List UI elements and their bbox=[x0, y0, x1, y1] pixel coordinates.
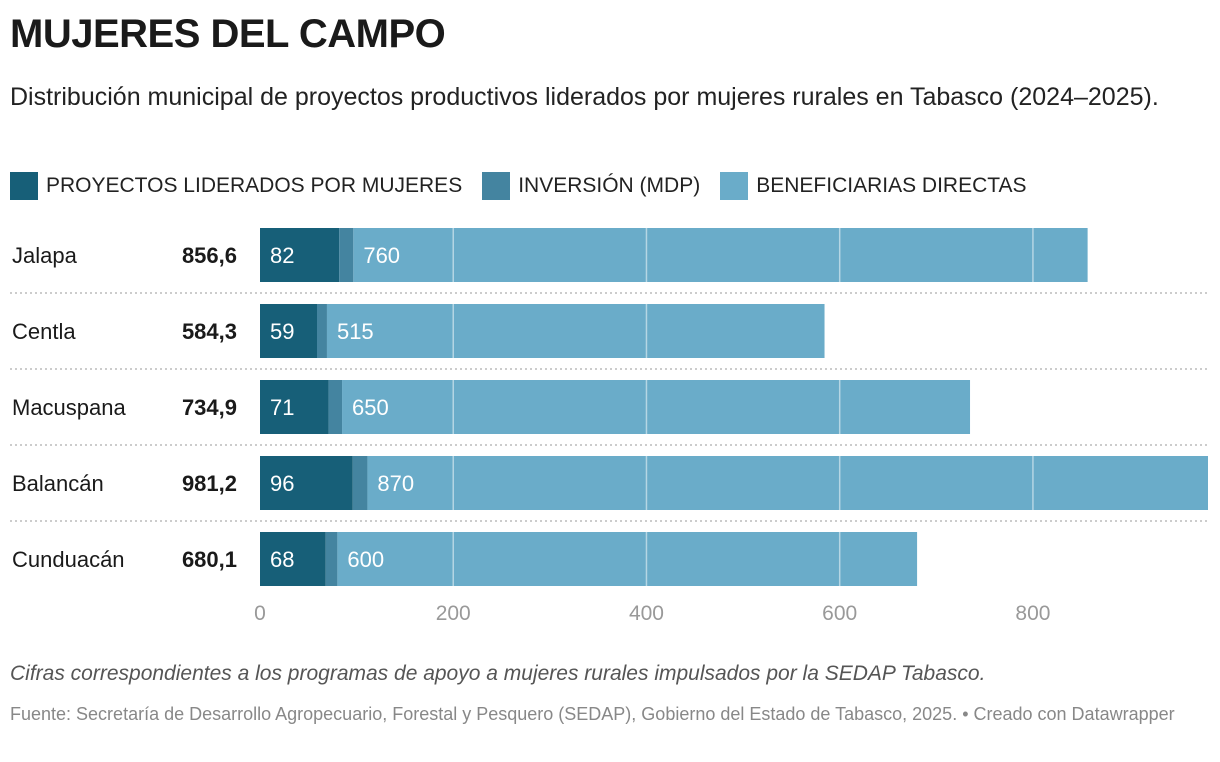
legend-item-beneficiarias: BENEFICIARIAS DIRECTAS bbox=[720, 172, 1027, 200]
category-label: Balancán bbox=[12, 471, 104, 496]
legend-label: PROYECTOS LIDERADOS POR MUJERES bbox=[46, 174, 463, 197]
bar-segment bbox=[326, 304, 825, 358]
data-label: 68 bbox=[270, 547, 294, 572]
bar-segment bbox=[328, 380, 343, 434]
bar-plot: Jalapa 856,6 82 760 Centla 584,3 59 515 Macuspan… bbox=[10, 228, 1210, 625]
bar-segment bbox=[260, 380, 329, 434]
bar-segment bbox=[353, 228, 1088, 282]
bar-segment bbox=[260, 228, 340, 282]
legend-swatch bbox=[482, 172, 511, 200]
data-label: 71 bbox=[270, 395, 294, 420]
chart-title: MUJERES DEL CAMPO bbox=[10, 12, 446, 56]
chart-source: Fuente: Secretaría de Desarrollo Agropec… bbox=[10, 704, 1175, 724]
legend-item-proyectos: PROYECTOS LIDERADOS POR MUJERES bbox=[10, 172, 462, 200]
legend-label: BENEFICIARIAS DIRECTAS bbox=[756, 174, 1027, 197]
x-tick-label: 600 bbox=[822, 602, 857, 625]
data-label: 600 bbox=[347, 547, 384, 572]
legend-swatch bbox=[10, 172, 38, 200]
data-label: 96 bbox=[270, 471, 294, 496]
x-tick-label: 200 bbox=[436, 602, 471, 625]
x-tick-label: 0 bbox=[254, 602, 266, 625]
data-label: 515 bbox=[337, 319, 374, 344]
total-label: 680,1 bbox=[182, 547, 237, 572]
total-label: 981,2 bbox=[182, 471, 237, 496]
category-label: Jalapa bbox=[12, 243, 78, 268]
chart-subtitle: Distribución municipal de proyectos prod… bbox=[10, 83, 1159, 111]
data-label: 650 bbox=[352, 395, 389, 420]
category-label: Macuspana bbox=[12, 395, 127, 420]
bar-segment bbox=[339, 228, 354, 282]
bar-segment bbox=[260, 456, 353, 510]
legend-swatch bbox=[720, 172, 749, 200]
data-label: 59 bbox=[270, 319, 294, 344]
legend-label: INVERSIÓN (MDP) bbox=[518, 174, 701, 197]
data-label: 870 bbox=[377, 471, 414, 496]
data-label: 760 bbox=[363, 243, 400, 268]
category-label: Centla bbox=[12, 319, 76, 344]
total-label: 584,3 bbox=[182, 319, 237, 344]
data-label: 82 bbox=[270, 243, 294, 268]
legend: PROYECTOS LIDERADOS POR MUJERES INVERSIÓ… bbox=[10, 172, 1027, 200]
bar-segment bbox=[317, 304, 327, 358]
x-tick-label: 800 bbox=[1015, 602, 1050, 625]
bar-segment bbox=[342, 380, 971, 434]
bar-segment bbox=[367, 456, 1209, 510]
bar-segment bbox=[325, 532, 338, 586]
category-label: Cunduacán bbox=[12, 547, 125, 572]
legend-item-inversion: INVERSIÓN (MDP) bbox=[482, 172, 700, 200]
total-label: 734,9 bbox=[182, 395, 237, 420]
x-tick-label: 400 bbox=[629, 602, 664, 625]
total-label: 856,6 bbox=[182, 243, 237, 268]
bar-segment bbox=[260, 304, 318, 358]
bar-segment bbox=[352, 456, 368, 510]
bar-segment bbox=[260, 532, 326, 586]
chart-note: Cifras correspondientes a los programas … bbox=[10, 662, 986, 685]
bar-segment bbox=[337, 532, 918, 586]
